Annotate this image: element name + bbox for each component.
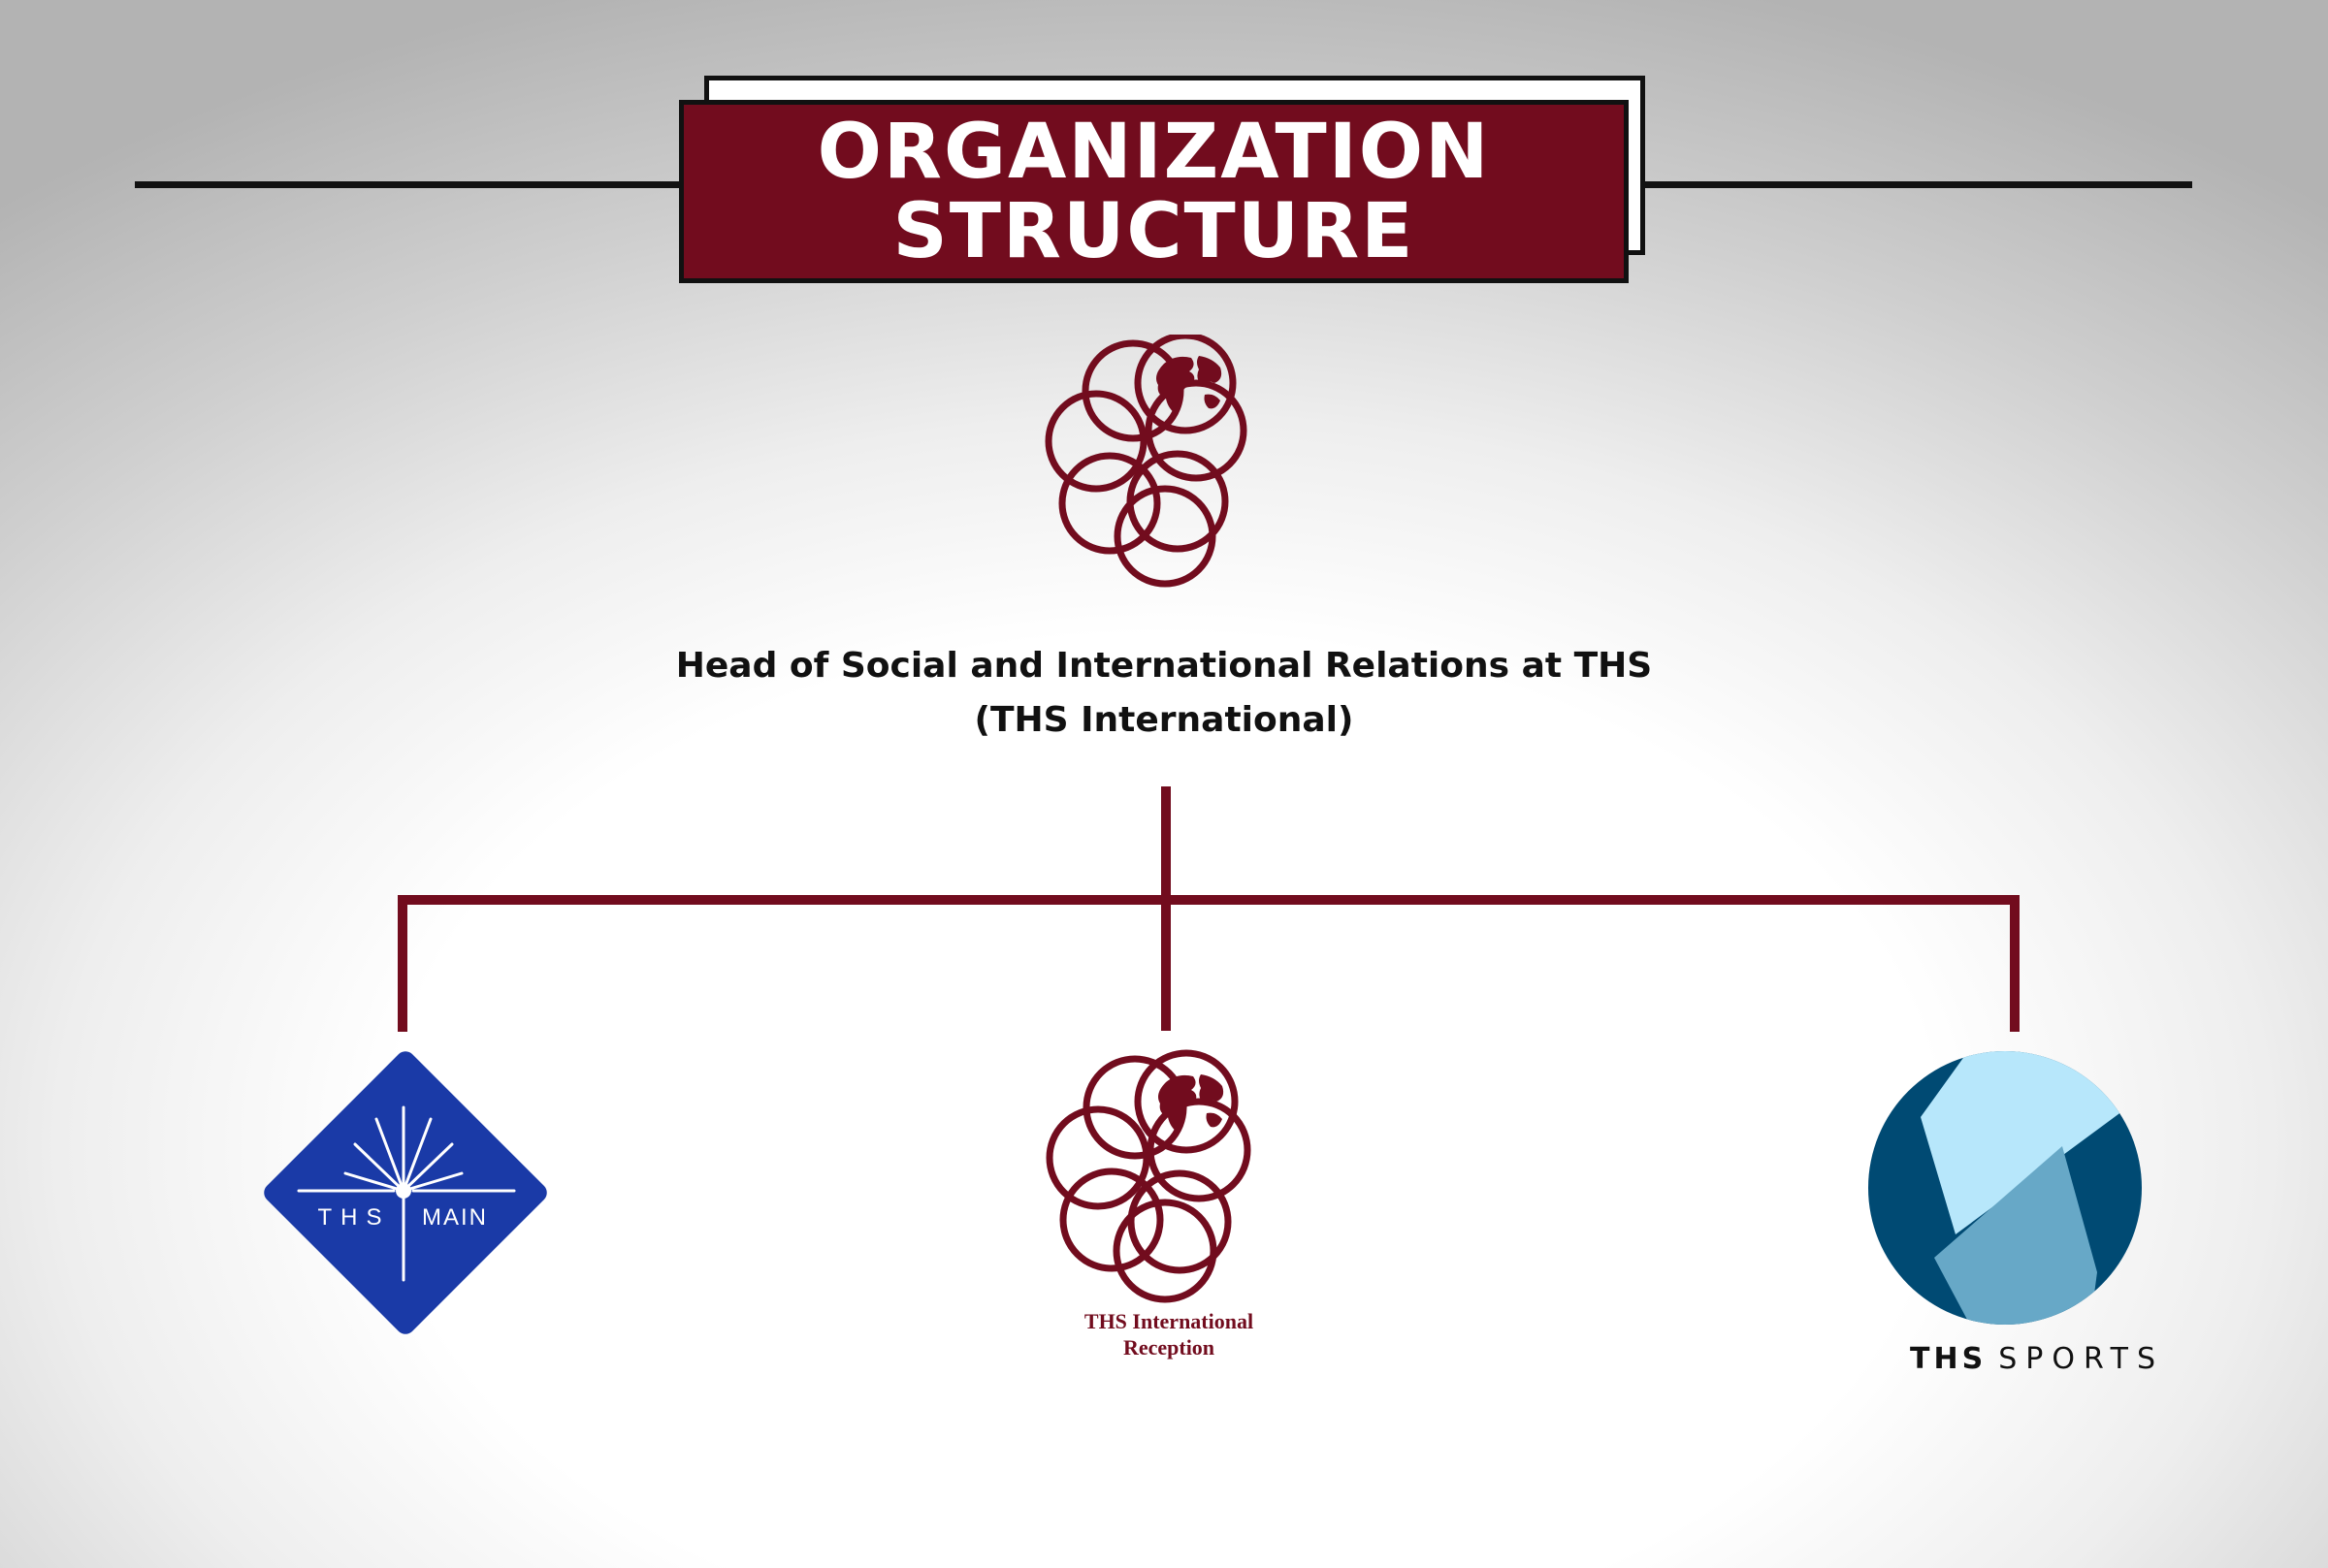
ths-main-logo-icon: THS MAIN	[264, 1051, 547, 1334]
header-rule-left	[135, 181, 707, 188]
rings-globe-icon	[1045, 335, 1247, 588]
reception-label-line-1: THS International	[1083, 1309, 1254, 1333]
title-line-1: ORGANIZATION	[817, 108, 1491, 196]
reception-rings-icon	[1046, 1049, 1251, 1303]
title-line-2: STRUCTURE	[892, 187, 1415, 275]
head-role-line-1: Head of Social and International Relatio…	[675, 646, 1653, 686]
connector-horizontal	[398, 895, 2020, 905]
ths-main-logo-left-text: THS	[318, 1204, 391, 1231]
title-box: ORGANIZATION STRUCTURE	[679, 100, 1629, 283]
connector-left-drop	[398, 895, 407, 1032]
sports-label-prefix: THS	[1910, 1342, 1988, 1376]
sports-label: THS SPORTS	[1765, 1342, 2309, 1376]
header-rule-right	[1639, 181, 2192, 188]
connector-trunk	[1161, 786, 1171, 1031]
reception-label-line-2: Reception	[1122, 1335, 1215, 1360]
page-title: ORGANIZATION STRUCTURE	[818, 112, 1491, 272]
ths-sports-logo-icon	[1868, 1051, 2142, 1325]
connector-right-drop	[2010, 895, 2020, 1032]
head-role-line-2: (THS International)	[974, 700, 1354, 740]
reception-label: THS International Reception	[970, 1308, 1368, 1360]
ths-main-logo-right-text: MAIN	[422, 1204, 488, 1231]
head-role-title: Head of Social and International Relatio…	[485, 639, 1843, 748]
sports-label-suffix: SPORTS	[1998, 1342, 2164, 1376]
